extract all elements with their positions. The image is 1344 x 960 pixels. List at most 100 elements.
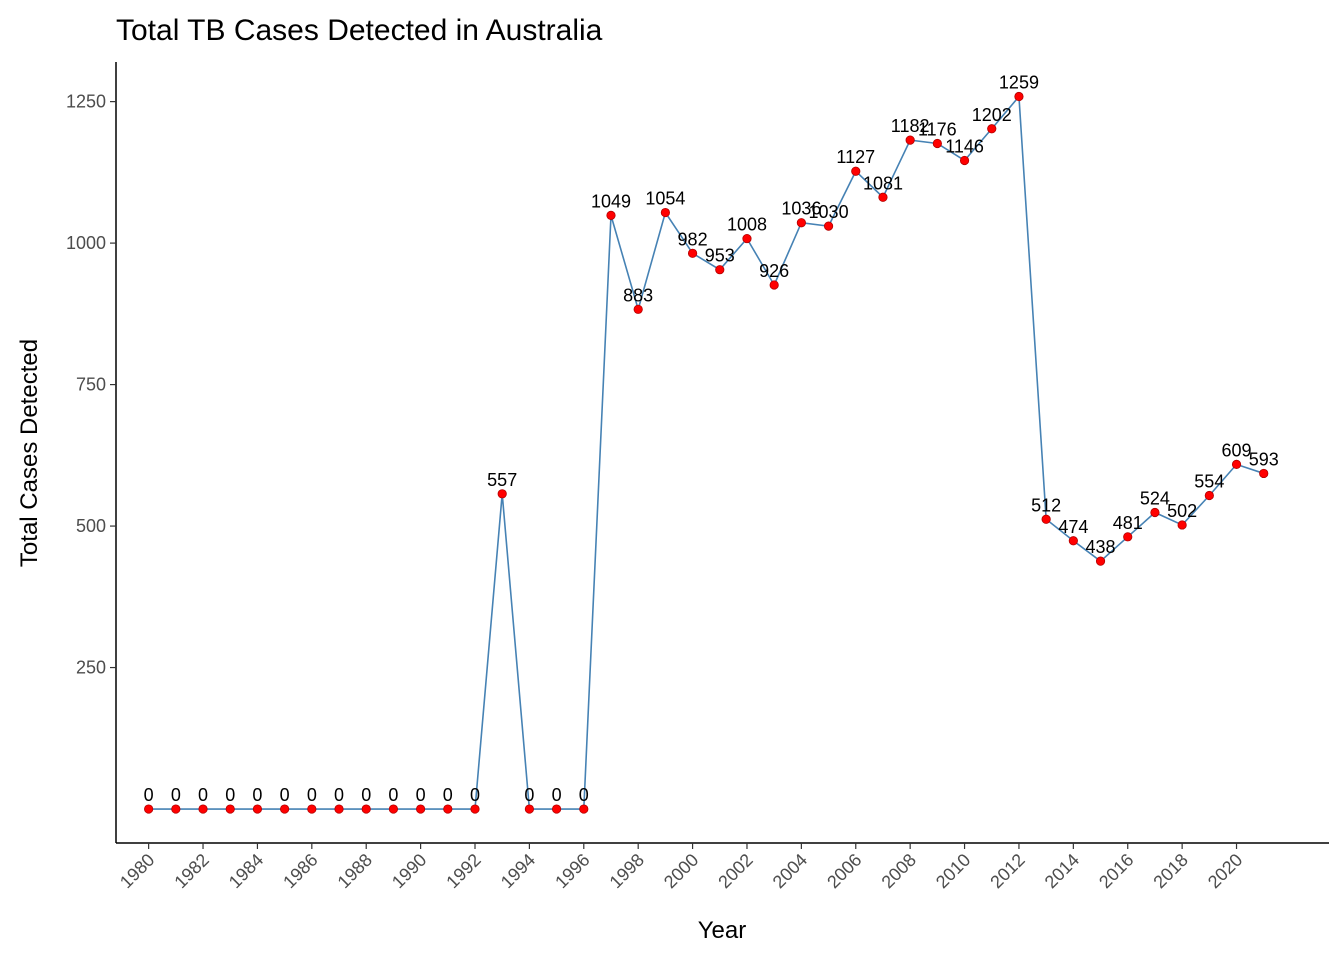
data-label: 1202 bbox=[972, 105, 1012, 125]
data-label: 1146 bbox=[945, 136, 984, 156]
series-line-group bbox=[148, 94, 1264, 810]
data-label: 0 bbox=[334, 785, 344, 805]
data-point bbox=[905, 135, 915, 145]
data-label: 1030 bbox=[809, 202, 849, 222]
data-point bbox=[1150, 507, 1160, 518]
data-label: 1127 bbox=[836, 147, 875, 167]
data-point bbox=[687, 248, 698, 258]
data-point bbox=[388, 804, 399, 814]
x-tick-label: 1980 bbox=[116, 850, 158, 892]
data-label: 512 bbox=[1031, 495, 1061, 515]
data-point bbox=[225, 804, 235, 814]
x-tick-label: 1982 bbox=[170, 850, 212, 892]
data-point bbox=[280, 804, 290, 814]
data-label: 474 bbox=[1058, 517, 1088, 537]
data-point bbox=[633, 304, 643, 314]
data-point bbox=[878, 192, 888, 202]
data-point bbox=[769, 280, 779, 290]
data-point bbox=[361, 804, 371, 814]
data-point bbox=[198, 804, 208, 814]
data-point bbox=[932, 138, 942, 149]
x-tick-label: 1990 bbox=[388, 850, 430, 892]
data-label: 438 bbox=[1086, 537, 1116, 557]
data-label: 953 bbox=[705, 246, 735, 266]
data-point bbox=[579, 804, 589, 814]
y-tick-label: 750 bbox=[76, 375, 106, 395]
data-point bbox=[334, 804, 344, 814]
data-label: 0 bbox=[470, 785, 480, 805]
data-point bbox=[443, 804, 453, 814]
data-points bbox=[144, 91, 1269, 814]
x-axis-ticks: 1980 1982 1984 1986 1988 1990 1992 1994 1996 1998… bbox=[116, 843, 1246, 892]
x-tick-label: 1998 bbox=[606, 850, 648, 892]
x-tick-label: 1986 bbox=[279, 850, 321, 892]
y-tick-label: 250 bbox=[76, 658, 106, 678]
data-label: 481 bbox=[1113, 513, 1143, 533]
y-tick-label: 500 bbox=[76, 516, 106, 536]
data-label: 0 bbox=[416, 785, 426, 805]
data-label: 593 bbox=[1249, 449, 1279, 469]
data-point bbox=[742, 233, 752, 244]
data-point bbox=[252, 804, 263, 814]
x-tick-label: 2018 bbox=[1150, 850, 1192, 892]
data-label: 609 bbox=[1222, 440, 1252, 460]
data-point bbox=[497, 489, 507, 499]
data-point bbox=[796, 218, 806, 228]
data-point bbox=[1204, 490, 1214, 501]
data-point bbox=[715, 265, 725, 275]
data-point bbox=[307, 804, 317, 814]
x-tick-label: 2016 bbox=[1095, 850, 1137, 892]
x-tick-label: 2014 bbox=[1041, 850, 1083, 892]
x-tick-label: 1992 bbox=[442, 850, 484, 892]
data-point bbox=[524, 804, 534, 814]
data-point bbox=[959, 155, 970, 166]
axes bbox=[115, 62, 1329, 844]
data-label: 982 bbox=[678, 229, 708, 249]
data-label: 0 bbox=[307, 785, 317, 805]
data-label: 502 bbox=[1167, 501, 1197, 521]
data-point bbox=[1259, 468, 1269, 479]
y-tick-label: 1250 bbox=[66, 92, 106, 112]
x-tick-label: 2004 bbox=[769, 850, 811, 892]
data-label: 0 bbox=[579, 785, 589, 805]
data-label: 0 bbox=[552, 785, 562, 805]
data-label: 0 bbox=[361, 785, 371, 805]
data-point bbox=[1123, 532, 1133, 542]
series-line bbox=[148, 94, 1264, 810]
data-label: 524 bbox=[1140, 488, 1170, 508]
data-point bbox=[987, 124, 997, 134]
x-tick-label: 2000 bbox=[660, 850, 702, 892]
data-label: 0 bbox=[388, 785, 398, 805]
data-point bbox=[1068, 536, 1078, 546]
data-point bbox=[1014, 91, 1024, 102]
data-label: 1036 bbox=[781, 199, 821, 219]
x-tick-label: 1984 bbox=[225, 850, 267, 892]
data-label: 1054 bbox=[645, 189, 685, 209]
data-point bbox=[606, 210, 616, 220]
x-tick-label: 2020 bbox=[1204, 850, 1246, 892]
data-label: 1049 bbox=[591, 191, 631, 211]
data-point bbox=[1231, 459, 1242, 469]
data-point bbox=[1041, 514, 1051, 524]
data-label: 0 bbox=[225, 785, 235, 805]
data-point bbox=[823, 221, 834, 231]
data-point bbox=[416, 804, 426, 814]
x-axis-title: Year bbox=[698, 917, 747, 944]
data-point bbox=[470, 804, 480, 814]
y-tick-label: 1000 bbox=[66, 233, 106, 253]
data-point bbox=[1177, 520, 1187, 530]
data-point bbox=[1095, 556, 1106, 566]
x-tick-label: 1988 bbox=[334, 850, 376, 892]
x-tick-label: 2008 bbox=[878, 850, 920, 892]
x-tick-label: 2010 bbox=[932, 850, 974, 892]
data-label: 0 bbox=[280, 785, 290, 805]
data-label: 1081 bbox=[863, 173, 903, 193]
data-label: 883 bbox=[623, 285, 653, 305]
x-tick-label: 1994 bbox=[497, 850, 539, 892]
data-label: 0 bbox=[443, 785, 453, 805]
chart-title: Total TB Cases Detected in Australia bbox=[116, 14, 603, 47]
data-point bbox=[660, 207, 670, 218]
x-tick-label: 1996 bbox=[551, 850, 593, 892]
data-label: 926 bbox=[759, 261, 789, 281]
